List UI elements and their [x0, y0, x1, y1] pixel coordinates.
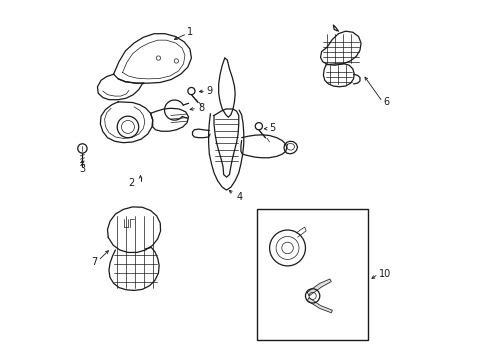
Text: 4: 4 [236, 192, 242, 202]
Text: 2: 2 [128, 178, 134, 188]
Text: 10: 10 [378, 269, 390, 279]
Polygon shape [306, 279, 330, 296]
Polygon shape [306, 298, 332, 313]
Text: 5: 5 [268, 123, 275, 133]
Text: 9: 9 [206, 86, 213, 96]
Text: 8: 8 [198, 103, 203, 113]
Text: 1: 1 [186, 27, 193, 37]
Text: 7: 7 [91, 257, 97, 267]
Text: 6: 6 [383, 97, 389, 107]
Bar [257, 209, 367, 339]
Text: 3: 3 [79, 164, 85, 174]
